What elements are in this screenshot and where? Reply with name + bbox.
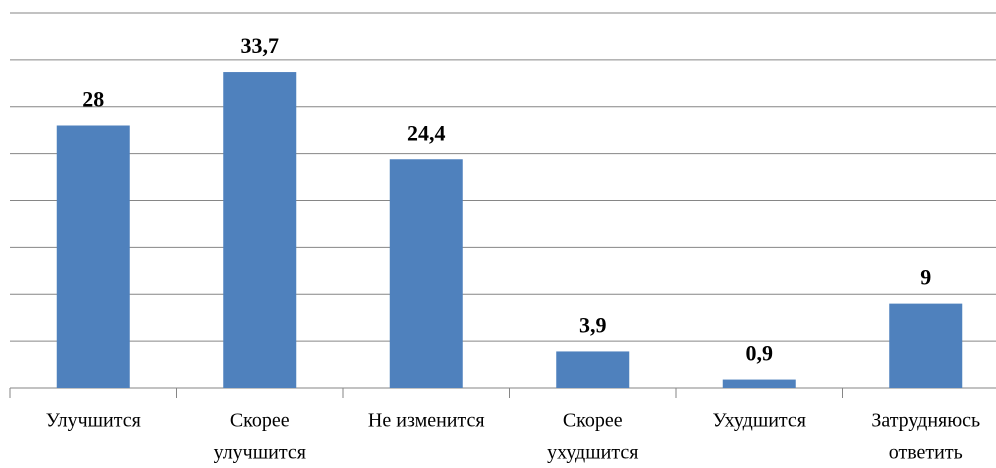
bar — [223, 72, 297, 388]
bar — [556, 351, 630, 388]
x-tick-label: Не изменится — [368, 410, 485, 432]
x-tick-label: Скорее — [230, 410, 290, 432]
value-label: 28 — [82, 87, 104, 112]
bar — [56, 125, 130, 388]
x-tick-label: Скорее — [563, 410, 623, 432]
value-label: 24,4 — [407, 120, 446, 145]
x-tick-label: Затрудняюсь — [871, 410, 980, 432]
value-label: 0,9 — [746, 341, 774, 366]
x-tick-label: Ухудшится — [713, 410, 806, 432]
bar — [722, 379, 796, 388]
x-tick-label: улучшится — [214, 442, 306, 464]
value-label: 9 — [920, 265, 931, 290]
x-tick-label: Улучшится — [46, 410, 141, 432]
bar — [389, 159, 463, 388]
bar — [889, 303, 963, 388]
x-tick-label: ответить — [889, 442, 963, 464]
value-label: 3,9 — [579, 312, 607, 337]
value-label: 33,7 — [241, 33, 280, 58]
x-tick-label: ухудшится — [547, 442, 638, 464]
